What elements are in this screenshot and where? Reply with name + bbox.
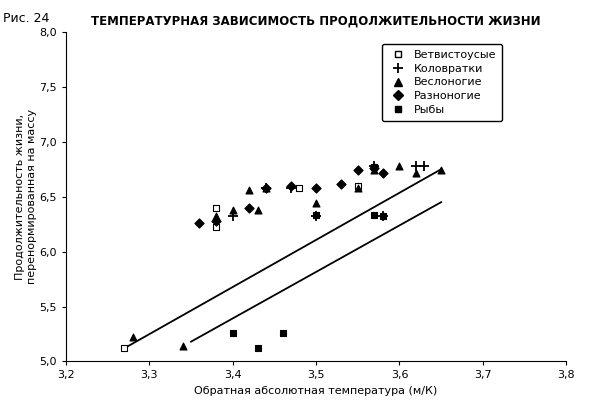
Point [378,213,388,220]
Point [370,163,379,169]
Point [228,213,237,220]
Point [245,187,254,194]
Point [353,167,362,173]
Point [411,163,421,169]
Point [178,343,188,349]
Point [228,207,237,213]
Point [253,207,263,213]
Point [211,213,221,220]
Point [411,169,421,176]
Point [120,345,129,351]
Point [370,165,379,171]
Point [312,200,321,207]
Point [312,185,321,191]
Point [128,334,137,341]
Point [286,185,296,191]
Point [353,182,362,189]
Y-axis label: Продолжительность жизни,
перенормированная на массу: Продолжительность жизни, перенормированн… [15,109,37,284]
Legend: Ветвистоусые, Коловратки, Веслоногие, Разноногие, Рыбы: Ветвистоусые, Коловратки, Веслоногие, Ра… [382,44,502,121]
Point [353,185,362,191]
Point [195,220,204,226]
Point [336,180,346,187]
X-axis label: Обратная абсолютная температура (м/К): Обратная абсолютная температура (м/К) [195,386,438,396]
Title: ТЕМПЕРАТУРНАЯ ЗАВИСИМОСТЬ ПРОДОЛЖИТЕЛЬНОСТИ ЖИЗНИ: ТЕМПЕРАТУРНАЯ ЗАВИСИМОСТЬ ПРОДОЛЖИТЕЛЬНО… [91,15,541,28]
Point [419,163,429,169]
Point [261,185,271,191]
Point [378,213,388,220]
Point [437,167,446,173]
Point [253,345,263,351]
Point [378,169,388,176]
Point [312,213,321,220]
Point [286,182,296,189]
Point [228,330,237,336]
Point [211,224,221,231]
Point [245,204,254,211]
Text: Рис. 24: Рис. 24 [3,12,50,25]
Point [278,330,287,336]
Point [370,212,379,219]
Point [370,167,379,173]
Point [395,163,404,169]
Point [211,217,221,224]
Point [312,212,321,219]
Point [295,185,304,191]
Point [261,185,271,191]
Point [370,164,379,170]
Point [261,185,271,191]
Point [437,48,446,55]
Point [211,204,221,211]
